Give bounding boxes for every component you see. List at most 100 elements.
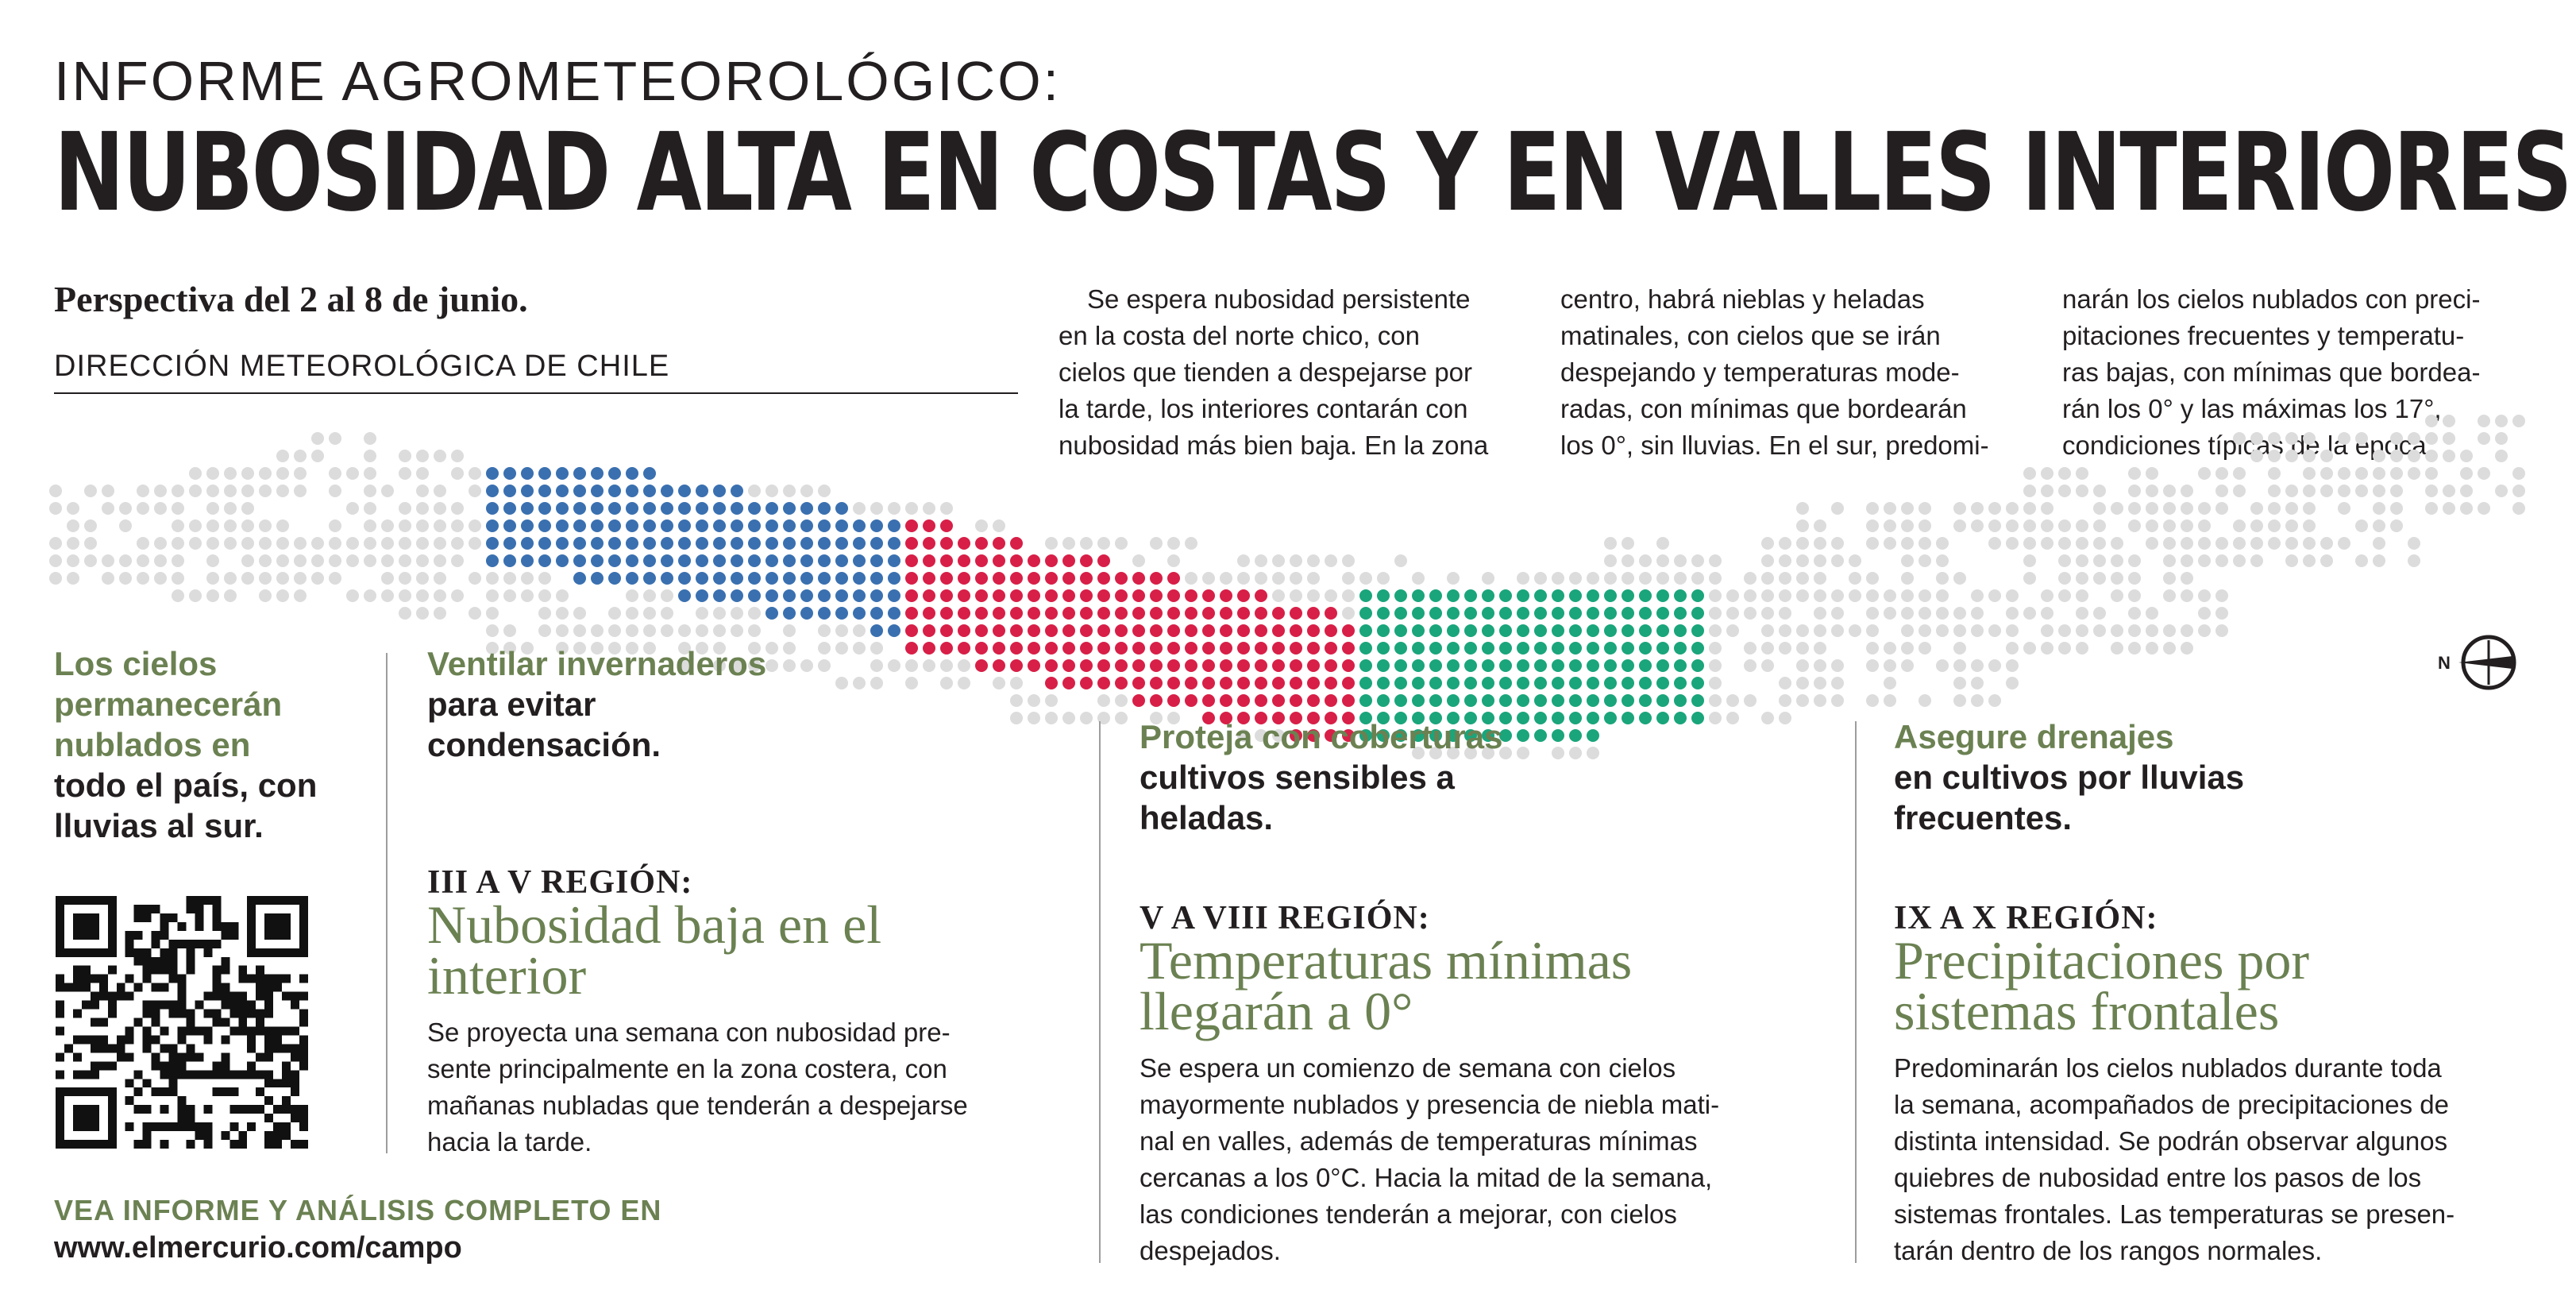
map-dot-base <box>1761 659 1774 672</box>
region-label: III A V REGIÓN: <box>427 864 693 901</box>
map-dot-base <box>2478 432 2490 445</box>
map-dot-base <box>1936 624 1949 637</box>
report-url-link[interactable]: www.elmercurio.com/campo <box>54 1231 462 1265</box>
map-dot-center <box>1272 607 1285 620</box>
map-dot-center <box>975 537 988 550</box>
map-dot-base <box>1779 589 1791 602</box>
qr-module <box>195 939 204 948</box>
qr-module <box>177 1026 187 1036</box>
map-dot-base <box>399 450 411 462</box>
qr-module <box>203 948 213 957</box>
map-dot-base <box>206 537 219 550</box>
map-dot-base <box>172 485 184 497</box>
map-dot-base <box>2041 589 2053 602</box>
map-dot-base <box>259 572 272 585</box>
map-dot-base <box>67 502 79 515</box>
map-dot-base <box>1656 554 1669 567</box>
map-dot-south <box>1377 642 1390 655</box>
map-dot-base <box>1866 624 1879 637</box>
qr-module <box>125 948 134 957</box>
map-dot-south <box>1464 607 1477 620</box>
map-dot-base <box>2146 624 2158 637</box>
map-dot-base <box>1884 659 1896 672</box>
map-dot-south <box>1377 712 1390 724</box>
map-dot-base <box>1744 572 1757 585</box>
map-dot-center <box>923 519 935 532</box>
map-dot-south <box>1517 607 1529 620</box>
map-dot-south <box>1394 589 1407 602</box>
map-dot-base <box>1726 694 1739 707</box>
map-dot-south <box>1412 589 1425 602</box>
map-dot-north <box>678 502 691 515</box>
qr-module <box>264 1079 274 1088</box>
map-dot-base <box>1342 589 1355 602</box>
map-dot-base <box>2373 467 2385 480</box>
map-dot-center <box>1150 589 1163 602</box>
qr-code[interactable] <box>56 896 308 1149</box>
map-dot-base <box>224 467 237 480</box>
qr-module <box>125 930 134 940</box>
map-dot-base <box>2285 432 2298 445</box>
map-dot-base <box>2460 485 2473 497</box>
qr-module <box>186 1070 195 1079</box>
map-dot-south <box>1622 694 1634 707</box>
map-dot-base <box>2512 415 2525 427</box>
map-dot-base <box>643 642 656 655</box>
qr-module <box>133 1105 143 1114</box>
map-dot-base <box>2146 519 2158 532</box>
map-dot-center <box>940 519 953 532</box>
map-dot-north <box>713 502 726 515</box>
map-dot-base <box>765 642 778 655</box>
intro-line: despejando y temperaturas mode- <box>1560 357 1960 387</box>
map-dot-base <box>2093 624 2106 637</box>
map-dot-base <box>661 607 673 620</box>
qr-module <box>186 1122 195 1132</box>
map-dot-center <box>958 624 970 637</box>
tip-line: frecuentes. <box>1894 799 2073 836</box>
qr-module <box>264 1070 274 1079</box>
map-dot-base <box>1866 659 1879 672</box>
map-dot-center <box>1325 677 1337 689</box>
map-dot-base <box>364 467 376 480</box>
map-dot-base <box>451 467 464 480</box>
map-dot-base <box>1028 694 1040 707</box>
qr-module <box>160 921 169 931</box>
qr-module <box>142 1009 152 1018</box>
qr-module <box>282 1044 291 1053</box>
map-dot-center <box>1132 659 1145 672</box>
map-dot-base <box>2390 467 2403 480</box>
map-dot-base <box>2373 485 2385 497</box>
map-dot-north <box>626 502 638 515</box>
map-dot-base <box>2215 467 2228 480</box>
map-dot-base <box>1866 694 1879 707</box>
map-dot-south <box>1377 659 1390 672</box>
map-dot-base <box>469 519 481 532</box>
map-dot-north <box>573 519 586 532</box>
map-dot-base <box>1639 572 1652 585</box>
map-dot-base <box>835 624 848 637</box>
qr-module <box>264 1140 274 1149</box>
map-dot-south <box>1674 589 1687 602</box>
map-dot-base <box>2250 502 2263 515</box>
map-dot-north <box>870 607 883 620</box>
intro-line: Se espera nubosidad persistente <box>1087 284 1471 314</box>
map-dot-north <box>888 572 900 585</box>
qr-module <box>142 965 152 975</box>
tip-block: Asegure drenajes en cultivos por lluvias… <box>1894 716 2244 838</box>
map-dot-base <box>399 519 411 532</box>
qr-module <box>186 1018 195 1027</box>
qr-module <box>72 1070 82 1079</box>
map-dot-center <box>1115 624 1128 637</box>
map-dot-south <box>1534 712 1547 724</box>
map-dot-base <box>853 624 866 637</box>
qr-module <box>160 930 169 940</box>
map-dot-base <box>2338 537 2350 550</box>
map-dot-center <box>1028 589 1040 602</box>
qr-module <box>177 991 187 1001</box>
map-dot-base <box>1290 554 1302 567</box>
qr-module <box>282 991 291 1001</box>
map-dot-base <box>800 659 813 672</box>
qr-module <box>256 983 265 992</box>
map-dot-south <box>1534 624 1547 637</box>
map-dot-base <box>1901 624 1914 637</box>
